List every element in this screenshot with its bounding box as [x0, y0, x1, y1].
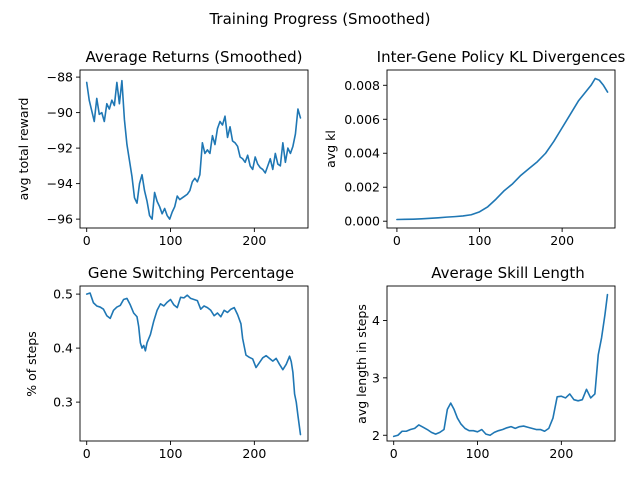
- x-tick-label: 100: [468, 233, 492, 248]
- y-tick-label: −96: [47, 212, 73, 227]
- y-tick-label: −92: [47, 141, 73, 156]
- series-line: [392, 293, 609, 438]
- series-line: [85, 79, 302, 220]
- y-tick-label: 0.5: [53, 287, 73, 302]
- x-tick-label: 0: [83, 233, 91, 248]
- y-tick-label: 0.004: [344, 146, 380, 161]
- y-tick-label: 0.4: [53, 341, 73, 356]
- subplot-title: Gene Switching Percentage: [88, 264, 294, 282]
- subplot-skill-length: Average Skill Length avg length in steps…: [354, 264, 616, 461]
- x-tick-label: 100: [466, 446, 490, 461]
- subplot-average-returns: Average Returns (Smoothed) avg total rew…: [16, 48, 309, 248]
- y-tick-label: 2: [372, 428, 380, 443]
- x-tick-label: 0: [393, 233, 401, 248]
- y-tick-label: −94: [47, 176, 73, 191]
- subplot-title: Average Returns (Smoothed): [85, 48, 302, 66]
- x-tick-label: 200: [242, 446, 266, 461]
- y-tick-label: −88: [47, 70, 73, 85]
- y-tick-label: 0.008: [344, 78, 380, 93]
- x-tick-label: 200: [242, 233, 266, 248]
- x-tick-label: 0: [83, 446, 91, 461]
- axes-frame: [386, 285, 616, 442]
- subplot-gene-switching: Gene Switching Percentage % of steps 0 10…: [24, 264, 309, 461]
- series-line: [85, 292, 302, 436]
- y-axis-label: avg kl: [323, 130, 338, 168]
- figure-title: Training Progress (Smoothed): [208, 10, 430, 28]
- y-tick-label: −90: [47, 105, 73, 120]
- y-axis-label: % of steps: [24, 331, 39, 396]
- y-tick-label: 4: [372, 313, 380, 328]
- y-tick-label: 0.3: [53, 395, 73, 410]
- axes-frame: [79, 285, 309, 442]
- x-tick-label: 100: [159, 233, 183, 248]
- x-tick-label: 200: [550, 233, 574, 248]
- axes-frame: [79, 69, 309, 229]
- x-tick-label: 200: [549, 446, 573, 461]
- x-tick-label: 0: [390, 446, 398, 461]
- y-axis-label: avg total reward: [16, 98, 31, 201]
- y-tick-label: 0.000: [344, 214, 380, 229]
- subplot-title: Average Skill Length: [431, 264, 585, 282]
- y-tick-label: 3: [372, 370, 380, 385]
- subplot-kl-divergences: Inter-Gene Policy KL Divergences avg kl …: [323, 48, 626, 248]
- y-axis-label: avg length in steps: [354, 304, 369, 424]
- y-tick-label: 0.006: [344, 112, 380, 127]
- subplot-title: Inter-Gene Policy KL Divergences: [377, 48, 626, 66]
- axes-frame: [386, 69, 616, 229]
- x-tick-label: 100: [159, 446, 183, 461]
- y-tick-label: 0.002: [344, 180, 380, 195]
- series-line: [396, 77, 609, 221]
